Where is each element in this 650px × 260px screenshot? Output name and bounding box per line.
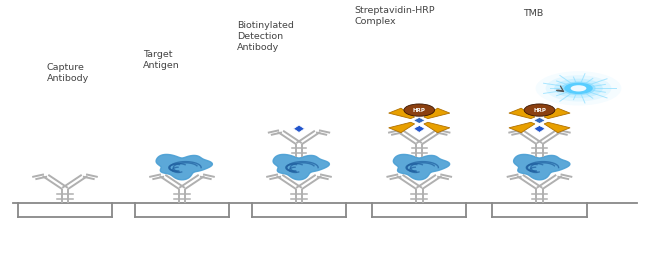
Text: HRP: HRP <box>533 108 546 113</box>
Circle shape <box>562 81 595 95</box>
Text: A: A <box>537 123 542 128</box>
Polygon shape <box>534 125 545 132</box>
Polygon shape <box>273 154 330 180</box>
Circle shape <box>545 75 612 101</box>
Circle shape <box>404 104 435 116</box>
Polygon shape <box>294 125 304 132</box>
Text: A: A <box>417 123 422 128</box>
Polygon shape <box>424 122 450 133</box>
Circle shape <box>536 71 621 106</box>
Polygon shape <box>544 122 570 133</box>
Polygon shape <box>424 108 450 119</box>
Text: HRP: HRP <box>413 108 426 113</box>
Text: Streptavidin-HRP
Complex: Streptavidin-HRP Complex <box>354 6 435 26</box>
Circle shape <box>564 83 593 94</box>
Text: Capture
Antibody: Capture Antibody <box>47 63 89 83</box>
Polygon shape <box>544 108 570 119</box>
Polygon shape <box>393 154 450 180</box>
Polygon shape <box>509 122 535 133</box>
Polygon shape <box>514 154 570 180</box>
Circle shape <box>571 85 586 92</box>
Text: Biotinylated
Detection
Antibody: Biotinylated Detection Antibody <box>237 21 294 52</box>
Polygon shape <box>534 118 545 124</box>
Circle shape <box>554 79 603 98</box>
Polygon shape <box>156 154 213 180</box>
Polygon shape <box>414 125 425 132</box>
Text: Target
Antigen: Target Antigen <box>143 50 180 70</box>
Polygon shape <box>509 108 535 119</box>
Polygon shape <box>389 108 415 119</box>
Text: TMB: TMB <box>523 9 543 18</box>
Polygon shape <box>389 122 415 133</box>
Circle shape <box>524 104 555 116</box>
Polygon shape <box>413 118 425 124</box>
